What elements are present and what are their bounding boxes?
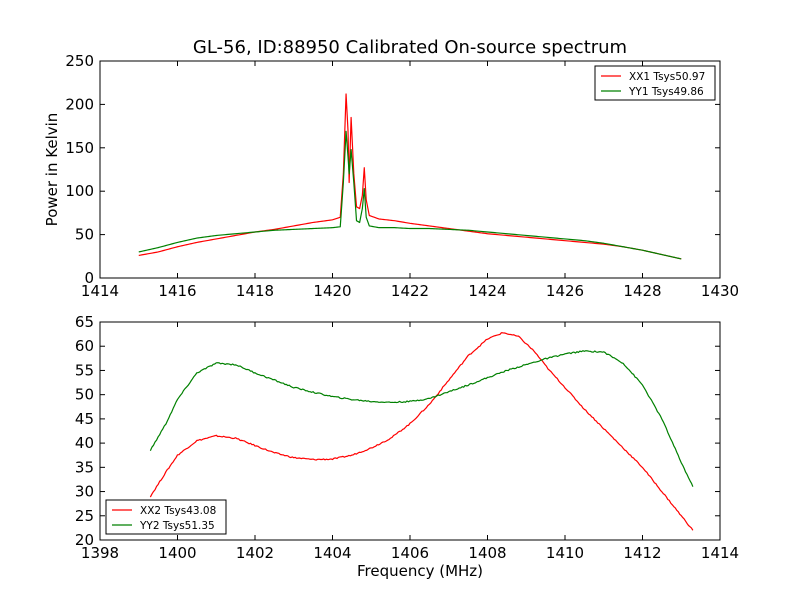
bottom-x-axis-label: Frequency (MHz) <box>357 562 483 580</box>
top-legend-label: YY1 Tsys49.86 <box>628 86 704 98</box>
bottom-legend-label: XX2 Tsys43.08 <box>140 505 216 517</box>
top-ytick-label: 250 <box>65 52 94 70</box>
top-spectrum-plot: 1414 1416 1418 1420 1422 1424 1426 1428 1430 0 50 1… <box>43 52 739 300</box>
top-xtick-label: 1426 <box>546 282 584 300</box>
top-legend-box <box>594 65 716 101</box>
bottom-series-line-yy <box>149 350 694 487</box>
top-ytick-label: 150 <box>65 139 94 157</box>
bottom-xtick-label: 1410 <box>546 544 584 562</box>
bottom-ytick-label: 25 <box>75 507 94 525</box>
bottom-spectrum-plot: 1398 1400 1402 1404 1406 1408 1410 1412 1414 20 25… <box>75 313 739 580</box>
bottom-ytick-label: 45 <box>75 410 94 428</box>
bottom-ytick-label: 40 <box>75 434 94 452</box>
top-series-line-yy <box>138 130 682 260</box>
bottom-legend-box <box>105 499 227 535</box>
top-xtick-label: 1416 <box>158 282 196 300</box>
bottom-series-line-xx <box>149 332 694 531</box>
top-ytick-label: 200 <box>65 95 94 113</box>
top-series-line-xx <box>138 93 682 260</box>
top-ytick-label: 100 <box>65 182 94 200</box>
bottom-xtick-label: 1408 <box>468 544 506 562</box>
top-ytick-label: 0 <box>84 269 94 287</box>
top-y-axis-label: Power in Kelvin <box>43 113 61 227</box>
bottom-ytick-label: 60 <box>75 337 94 355</box>
bottom-ytick-label: 50 <box>75 386 94 404</box>
bottom-xtick-label: 1404 <box>313 544 351 562</box>
bottom-ytick-label: 65 <box>75 313 94 331</box>
top-xtick-label: 1424 <box>468 282 506 300</box>
bottom-xtick-label: 1414 <box>701 544 739 562</box>
bottom-xtick-label: 1406 <box>391 544 429 562</box>
bottom-xtick-label: 1398 <box>81 544 119 562</box>
top-xtick-label: 1428 <box>623 282 661 300</box>
chart-title: GL-56, ID:88950 Calibrated On-source spe… <box>193 37 627 58</box>
bottom-ytick-label: 30 <box>75 483 94 501</box>
top-legend-label: XX1 Tsys50.97 <box>629 71 705 83</box>
bottom-xtick-label: 1402 <box>236 544 274 562</box>
top-ytick-label: 50 <box>75 226 94 244</box>
top-xtick-label: 1420 <box>313 282 351 300</box>
top-xtick-label: 1422 <box>391 282 429 300</box>
top-xtick-label: 1418 <box>236 282 274 300</box>
bottom-ytick-label: 55 <box>75 361 94 379</box>
bottom-ytick-label: 20 <box>75 531 94 549</box>
top-xtick-label: 1414 <box>81 282 119 300</box>
bottom-xtick-label: 1400 <box>158 544 196 562</box>
bottom-ytick-label: 35 <box>75 458 94 476</box>
top-xtick-label: 1430 <box>701 282 739 300</box>
bottom-xtick-label: 1412 <box>623 544 661 562</box>
bottom-legend-label: YY2 Tsys51.35 <box>139 520 215 532</box>
